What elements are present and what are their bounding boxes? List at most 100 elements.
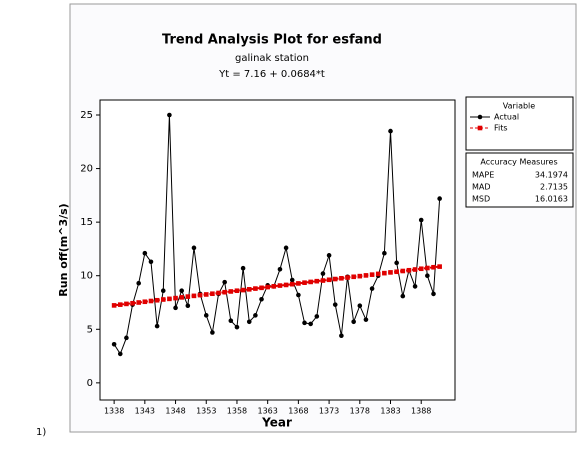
accuracy-value: 2.7135 [540, 183, 568, 192]
point [369, 286, 375, 291]
x-tick-label: 1373 [319, 407, 339, 416]
point [185, 303, 191, 309]
point [130, 300, 135, 306]
point [210, 291, 215, 297]
point [425, 265, 430, 271]
y-tick-label: 15 [80, 217, 93, 228]
point [191, 245, 197, 251]
point [308, 279, 313, 285]
point [191, 293, 197, 299]
point [246, 287, 252, 292]
accuracy-name: MAPE [472, 171, 494, 180]
x-tick-label: 1388 [411, 407, 431, 416]
point [234, 324, 240, 330]
point [203, 313, 209, 318]
point [369, 272, 375, 277]
legend-marker [477, 114, 483, 120]
caption: 1) [36, 427, 46, 438]
y-tick-label: 10 [80, 271, 93, 282]
point [289, 277, 295, 283]
point [271, 284, 277, 289]
accuracy-value: 16.0163 [535, 195, 568, 204]
point [375, 271, 381, 277]
x-tick-label: 1338 [104, 407, 124, 416]
point [437, 264, 442, 269]
x-tick-label: 1358 [227, 407, 247, 416]
point [240, 265, 246, 271]
point [437, 196, 442, 201]
x-tick-label: 1343 [135, 407, 155, 416]
point [246, 319, 252, 325]
point [160, 288, 166, 294]
x-tick-label: 1353 [196, 407, 216, 416]
point [283, 245, 289, 251]
point [265, 284, 270, 290]
point [400, 293, 406, 299]
x-tick-label: 1363 [257, 407, 277, 416]
point [167, 112, 172, 118]
point [431, 291, 436, 297]
point [345, 275, 350, 280]
point [332, 302, 338, 307]
chart-title: Trend Analysis Plot for esfand [162, 33, 382, 48]
point [124, 301, 129, 307]
point [117, 302, 123, 307]
legend-label: Fits [494, 124, 508, 133]
legend [465, 96, 574, 151]
point [185, 294, 191, 299]
point [253, 286, 258, 291]
point [111, 341, 117, 347]
x-tick-label: 1348 [165, 407, 185, 416]
point [357, 303, 363, 309]
subtitle: galinak station [235, 53, 309, 64]
point [111, 303, 117, 308]
point [173, 295, 178, 301]
point [339, 275, 344, 281]
point [363, 317, 369, 322]
point [142, 299, 148, 305]
point [277, 283, 283, 288]
series-line [113, 114, 441, 356]
accuracy-name: MSD [472, 195, 490, 204]
point [259, 296, 264, 302]
point [203, 292, 209, 297]
point [314, 314, 320, 319]
point [228, 318, 234, 324]
point [351, 319, 356, 325]
point [210, 330, 215, 335]
point [431, 264, 436, 270]
point [406, 267, 412, 273]
point [326, 277, 332, 283]
point [283, 282, 289, 288]
legend-marker [477, 125, 483, 131]
point [222, 279, 227, 285]
y-tick-label: 5 [87, 324, 93, 335]
point [302, 320, 307, 326]
point [222, 289, 227, 295]
point [216, 290, 221, 296]
point [388, 128, 393, 134]
point [302, 280, 307, 285]
point [124, 335, 129, 341]
point [351, 274, 356, 280]
point [148, 298, 154, 304]
point [418, 266, 424, 272]
point [412, 284, 418, 289]
point [296, 292, 301, 298]
legend-label: Actual [494, 113, 519, 122]
point [240, 287, 246, 293]
y-axis-label: Run off(m^3/s) [57, 203, 70, 296]
point [289, 281, 295, 287]
accuracy-value: 34.1974 [535, 171, 568, 180]
point [154, 323, 160, 329]
legend-title: Variable [503, 102, 535, 111]
point [179, 288, 184, 294]
equation: Yt = 7.16 + 0.0684*t [218, 69, 325, 80]
point [173, 305, 178, 311]
accuracy-box [465, 152, 574, 208]
point [154, 297, 160, 303]
point [314, 278, 320, 284]
point [234, 288, 240, 294]
point [117, 351, 123, 357]
